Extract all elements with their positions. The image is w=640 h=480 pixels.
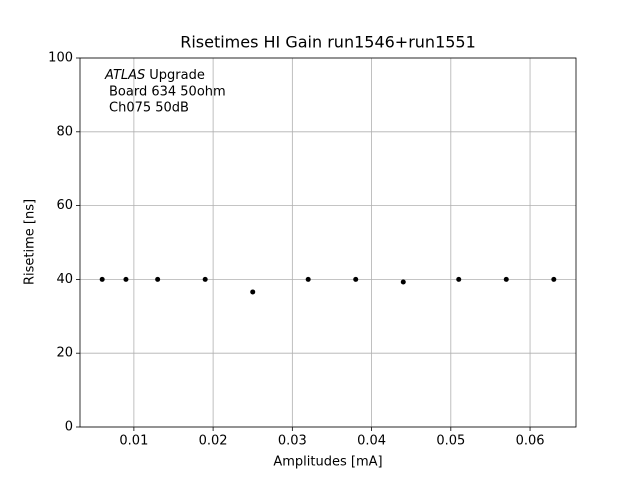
point xyxy=(400,279,406,285)
y-tick-label: 40 xyxy=(56,272,73,287)
x-tick-label: 0.04 xyxy=(357,434,386,449)
x-tick-label: 0.03 xyxy=(278,434,307,449)
plot-frame xyxy=(79,57,577,428)
annotation: ATLAS Upgrade xyxy=(104,68,205,83)
annotation-text: Upgrade xyxy=(149,68,205,83)
point xyxy=(456,276,462,282)
x-tick-label: 0.05 xyxy=(436,434,465,449)
point xyxy=(250,289,256,295)
point xyxy=(99,276,105,282)
point xyxy=(551,276,557,282)
annotation: Board 634 50ohm xyxy=(109,85,226,100)
y-tick-label: 80 xyxy=(56,124,73,139)
chart-title: Risetimes HI Gain run1546+run1551 xyxy=(180,33,476,52)
point xyxy=(202,276,208,282)
point xyxy=(155,276,161,282)
x-tick-label: 0.02 xyxy=(199,434,228,449)
point xyxy=(503,276,509,282)
plot-area: 0.01 0.02 0.03 0.04 0.05 0.06 0 20 40 60 80 100 ATLA… xyxy=(48,51,577,449)
annotation: Ch075 50dB xyxy=(109,101,189,116)
y-tick-label: 0 xyxy=(65,420,73,435)
point xyxy=(305,276,311,282)
point xyxy=(353,276,359,282)
y-tick-label: 60 xyxy=(56,198,73,213)
y-tick-label: 100 xyxy=(48,51,73,66)
annotation-italic: ATLAS xyxy=(104,68,145,83)
y-tick-label: 20 xyxy=(56,346,73,361)
y-axis-label: Risetime [ns] xyxy=(23,199,38,285)
x-tick-label: 0.01 xyxy=(119,434,148,449)
x-axis-label: Amplitudes [mA] xyxy=(273,455,382,470)
point xyxy=(123,276,129,282)
x-tick-label: 0.06 xyxy=(516,434,545,449)
